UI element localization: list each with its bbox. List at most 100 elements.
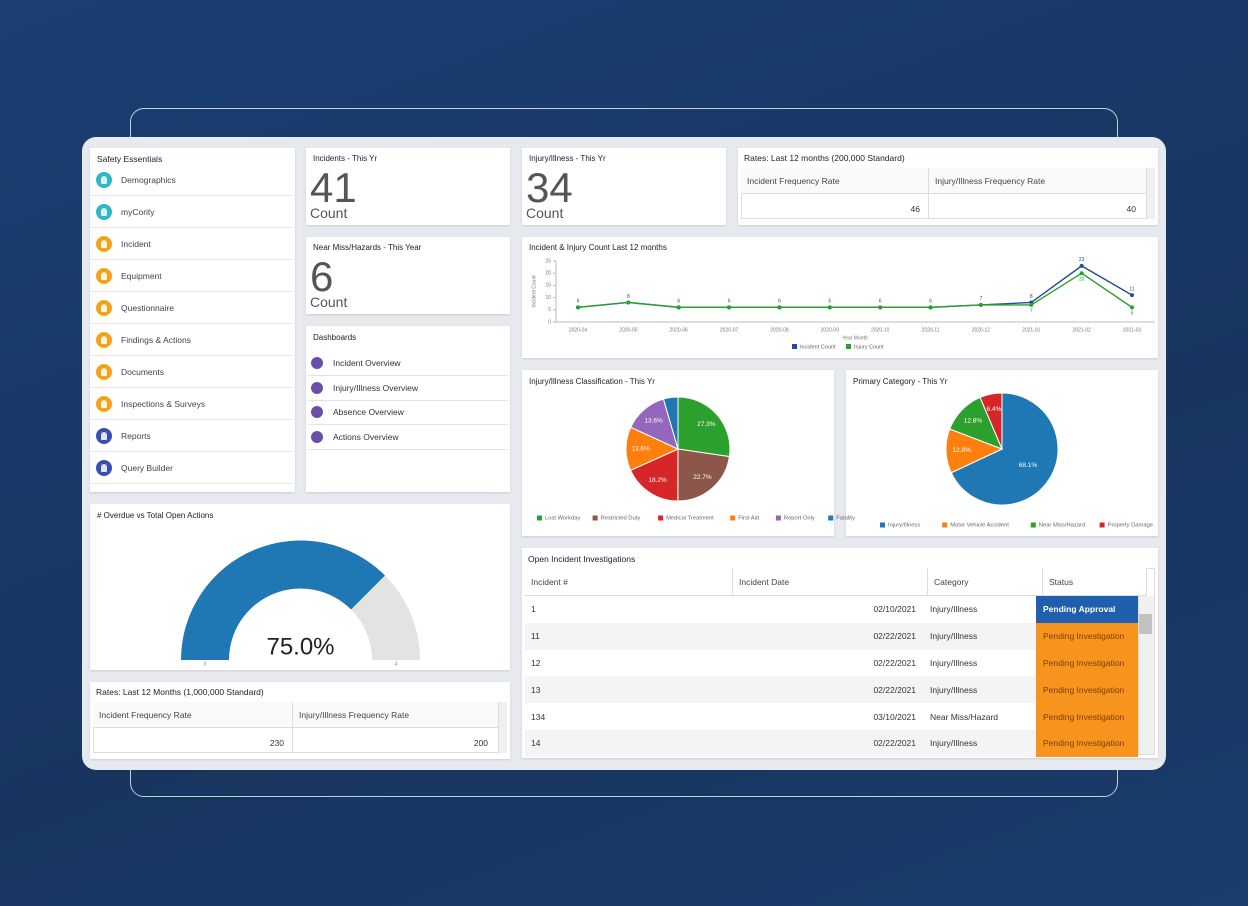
- kpi-unit: Count: [310, 294, 348, 310]
- table-cell: 14: [531, 738, 541, 749]
- status-label: Pending Investigation: [1043, 738, 1125, 749]
- menu-separator: [92, 355, 292, 356]
- kpi-panel: [306, 237, 510, 314]
- status-cell: [1036, 649, 1138, 677]
- rates-header-row: [741, 168, 1146, 194]
- status-cell: [1036, 730, 1138, 757]
- dashboard-link[interactable]: Injury/Illness Overview: [333, 382, 419, 393]
- table-cell: 02/22/2021: [873, 630, 916, 641]
- menu-item[interactable]: Questionnaire: [121, 302, 174, 313]
- menu-separator: [92, 451, 292, 452]
- panel-title: Safety Essentials: [97, 153, 163, 164]
- kpi-panel: [522, 148, 726, 225]
- menu-separator: [92, 387, 292, 388]
- panel-title: Rates: Last 12 Months (1,000,000 Standar…: [96, 686, 264, 697]
- dashboard-icon: [311, 381, 323, 394]
- menu-separator: [92, 419, 292, 420]
- gauge-panel: [90, 504, 510, 670]
- dashboard-link[interactable]: Incident Overview: [333, 357, 401, 368]
- dashboard-separator: [308, 399, 508, 401]
- menu-separator: [92, 323, 292, 324]
- menu-icon-glyph: [101, 304, 107, 312]
- kpi-title: Near Miss/Hazards - This Year: [313, 243, 422, 252]
- menu-icon-glyph: [101, 336, 107, 344]
- menu-item[interactable]: Query Builder: [121, 462, 173, 473]
- table-cell: Injury/Illness: [930, 738, 978, 749]
- menu-item[interactable]: Findings & Actions: [121, 334, 191, 345]
- scrollbar: [1146, 168, 1155, 219]
- status-label: Pending Investigation: [1043, 630, 1125, 641]
- dashboard-link[interactable]: Actions Overview: [333, 431, 399, 442]
- menu-item[interactable]: Reports: [121, 430, 151, 441]
- menu-icon-glyph: [101, 400, 107, 408]
- status-cell: [1036, 596, 1138, 623]
- scrollbar: [1138, 596, 1154, 754]
- menu-item[interactable]: myCority: [121, 206, 155, 217]
- table-cell: 134: [531, 711, 546, 722]
- header-cell: [928, 568, 1043, 596]
- header-cell: [733, 568, 928, 596]
- menu-item[interactable]: Inspections & Surveys: [121, 398, 206, 409]
- table-row[interactable]: [525, 730, 1138, 757]
- menu-icon-glyph: [101, 208, 107, 216]
- pie-panel: [846, 370, 1158, 536]
- dashboard-link[interactable]: Absence Overview: [333, 406, 404, 417]
- status-label: Pending Investigation: [1043, 684, 1125, 695]
- header-cell: [1043, 568, 1147, 596]
- table-row[interactable]: [525, 622, 1138, 650]
- menu-item[interactable]: Demographics: [121, 174, 176, 185]
- rates-header-row: [93, 702, 498, 728]
- line-chart-panel: [522, 237, 1158, 358]
- table-row[interactable]: [525, 596, 1138, 623]
- table-cell: 03/10/2021: [873, 711, 916, 722]
- panel-title: Open Incident Investigations: [528, 553, 636, 564]
- dashboard-separator: [308, 375, 508, 376]
- table-row[interactable]: [525, 649, 1138, 677]
- table-row[interactable]: [525, 676, 1138, 704]
- kpi-unit: Count: [310, 205, 348, 221]
- dashboard-icon: [311, 357, 323, 369]
- table-cell: 46: [910, 203, 920, 214]
- dashboard-separator: [308, 448, 508, 450]
- menu-icon-glyph: [101, 176, 107, 184]
- menu-separator: [92, 259, 292, 260]
- dashboard-icon: [311, 406, 323, 418]
- rates-col-divider: [292, 702, 293, 753]
- dashboard-separator: [308, 424, 508, 425]
- table-header: Incident Frequency Rate: [747, 175, 840, 186]
- table-header: Incident #: [531, 576, 568, 587]
- menu-icon-glyph: [101, 272, 107, 280]
- menu-item[interactable]: Documents: [121, 366, 164, 377]
- table-cell: 200: [473, 737, 488, 748]
- scrollbar: [498, 702, 507, 753]
- table-cell: 40: [1126, 203, 1136, 214]
- kpi-value: 34: [526, 164, 573, 211]
- menu-item[interactable]: Incident: [121, 238, 151, 249]
- table-cell: Injury/Illness: [930, 657, 978, 668]
- table-cell: 02/10/2021: [873, 604, 916, 615]
- table-cell: Near Miss/Hazard: [930, 711, 999, 722]
- menu-icon-glyph: [101, 464, 107, 472]
- status-cell: [1036, 703, 1138, 730]
- table-cell: 12: [531, 657, 541, 668]
- table-header: Injury/Illness Frequency Rate: [935, 175, 1046, 186]
- menu-separator: [92, 195, 292, 196]
- scrollbar-thumb[interactable]: [1139, 614, 1152, 634]
- kpi-value: 41: [310, 164, 357, 211]
- table-cell: 02/22/2021: [873, 738, 916, 749]
- table-cell: 230: [269, 737, 284, 748]
- status-label: Pending Investigation: [1043, 657, 1125, 668]
- table-row[interactable]: [525, 703, 1138, 730]
- table-cell: 02/22/2021: [873, 684, 916, 695]
- menu-item[interactable]: Equipment: [121, 270, 162, 281]
- table-cell: Injury/Illness: [930, 684, 978, 695]
- status-cell: [1036, 676, 1138, 704]
- panel-title: Dashboards: [313, 333, 357, 342]
- kpi-unit: Count: [526, 205, 564, 221]
- status-label: Pending Investigation: [1043, 711, 1125, 722]
- kpi-value: 6: [310, 253, 334, 300]
- table-header: Status: [1049, 576, 1074, 587]
- table-header: Incident Frequency Rate: [99, 709, 192, 720]
- status-label: Pending Approval: [1043, 604, 1116, 615]
